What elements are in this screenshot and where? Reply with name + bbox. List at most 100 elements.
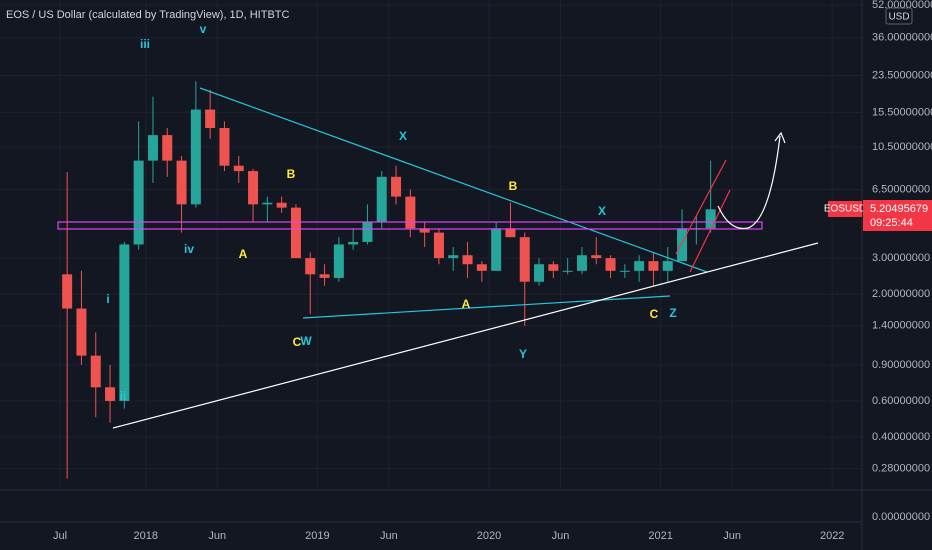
wave-label: A: [462, 297, 471, 311]
candle-body: [319, 274, 330, 278]
candle-body: [448, 255, 459, 259]
candle-body: [562, 270, 573, 272]
trend-line: [112, 242, 819, 429]
x-tick-label: Jun: [208, 530, 226, 542]
projection-arrow: [717, 135, 781, 230]
candle-body: [62, 274, 73, 309]
channel-line: [675, 159, 727, 255]
x-tick-label: Jun: [380, 530, 398, 542]
chart-title: EOS / US Dollar (calculated by TradingVi…: [6, 9, 290, 21]
candle-body: [433, 232, 444, 259]
candle-body: [305, 258, 316, 275]
channel-line: [689, 189, 731, 273]
y-tick-label: 0.40000000: [872, 431, 930, 443]
y-tick-label: 52.00000000: [872, 0, 932, 11]
candle-body: [205, 109, 216, 129]
y-tick-label: 15.50000000: [872, 106, 932, 118]
y-tick-label: 36.00000000: [872, 32, 932, 44]
wave-label: B: [287, 167, 296, 181]
candle-body: [376, 176, 387, 223]
wave-label: Y: [519, 347, 527, 361]
axes: 52.00000000 36.00000000 23.50000000 15.5000…: [53, 0, 932, 542]
symbol-tag: [828, 201, 862, 217]
candle-body: [505, 228, 516, 238]
candle-body: [105, 387, 116, 401]
candle-body: [619, 270, 630, 272]
wave-label: v: [200, 22, 207, 36]
x-tick-label: Jun: [552, 530, 570, 542]
y-tick-label: 0.60000000: [872, 395, 930, 407]
candle-body: [190, 109, 201, 205]
candles: [62, 81, 716, 479]
candle-body: [491, 228, 502, 271]
x-tick-label: 2021: [648, 530, 672, 542]
price-tag: [863, 200, 932, 231]
candle-body: [133, 160, 144, 245]
zone-rectangle: [57, 221, 763, 230]
wave-label: C: [293, 335, 302, 349]
x-tick-label: 2020: [477, 530, 501, 542]
candle-body: [90, 355, 101, 388]
countdown-label: 09:25:44: [870, 217, 913, 229]
x-tick-label: Jun: [723, 530, 741, 542]
candle-body: [362, 222, 373, 242]
arrow-head: [774, 131, 786, 144]
y-tick-label: 0.28000000: [872, 463, 930, 475]
wave-label: B: [509, 179, 518, 193]
drawings: [57, 87, 819, 429]
candle-body: [119, 244, 130, 401]
x-tick-label: Jul: [53, 530, 67, 542]
wave-label: X: [399, 129, 407, 143]
y-tick-label: 23.50000000: [872, 69, 932, 81]
candle-body: [519, 237, 530, 282]
candle-body: [219, 128, 230, 166]
candle-body: [576, 255, 587, 271]
y-tick-label: 2.00000000: [872, 288, 930, 300]
x-tick-label: 2022: [820, 530, 844, 542]
candle-body: [548, 264, 559, 271]
candle-body: [262, 202, 273, 205]
candle-body: [419, 228, 430, 233]
candle-body: [233, 165, 244, 172]
candle-body: [248, 171, 259, 205]
grid: [0, 0, 862, 490]
candle-body: [705, 209, 716, 229]
symbol-label: EOSUSD: [824, 204, 866, 215]
candle-body: [677, 228, 688, 262]
trend-line: [199, 87, 708, 273]
y-tick-label: 10.50000000: [872, 141, 932, 153]
trend-line: [302, 295, 671, 319]
candle-body: [176, 160, 187, 205]
y-tick-label: 6.50000000: [872, 183, 930, 195]
candle-body: [391, 176, 402, 197]
candle-body: [76, 308, 87, 356]
candle-body: [405, 196, 416, 229]
candle-body: [648, 261, 659, 271]
candle-body: [634, 261, 645, 271]
currency-label: USD: [888, 12, 909, 23]
candle-body: [591, 255, 602, 259]
candle-body: [276, 202, 287, 208]
y-tick-label: 3.00000000: [872, 252, 930, 264]
candle-body: [333, 244, 344, 278]
x-tick-label: 2018: [134, 530, 158, 542]
wave-label: W: [300, 334, 312, 348]
candle-body: [462, 255, 473, 265]
wave-label: C: [650, 307, 659, 321]
wave-label: X: [598, 204, 606, 218]
volume-tick-label: 0.00000000: [872, 511, 930, 523]
candle-body: [290, 207, 301, 259]
wave-label: A: [239, 247, 248, 261]
candle-body: [162, 135, 173, 161]
y-tick-label: 0.90000000: [872, 359, 930, 371]
currency-box: [885, 7, 913, 25]
candle-body: [605, 258, 616, 271]
candle-body: [348, 241, 359, 245]
candle-body: [147, 135, 158, 161]
candle-body: [476, 264, 487, 271]
candle-body: [662, 261, 673, 271]
price-label: 5.20495679: [870, 203, 928, 215]
